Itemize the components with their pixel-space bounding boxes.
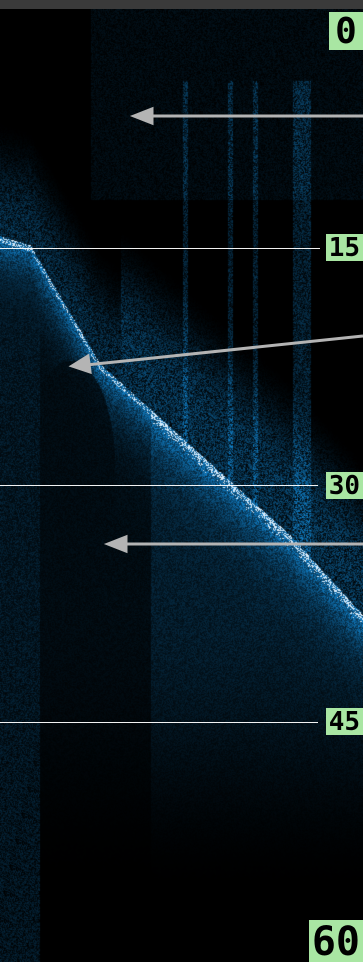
- depth-label-15: 15: [325, 234, 363, 261]
- depth-gridline-15: [0, 248, 320, 249]
- depth-label-30: 30: [325, 472, 363, 499]
- depth-gridline-45: [0, 722, 318, 723]
- depth-label-45: 45: [325, 708, 363, 735]
- depth-label-60: 60: [308, 920, 363, 962]
- depth-label-0: 0: [329, 12, 363, 50]
- depth-gridline-30: [0, 485, 318, 486]
- top-frame-bar: [0, 0, 363, 9]
